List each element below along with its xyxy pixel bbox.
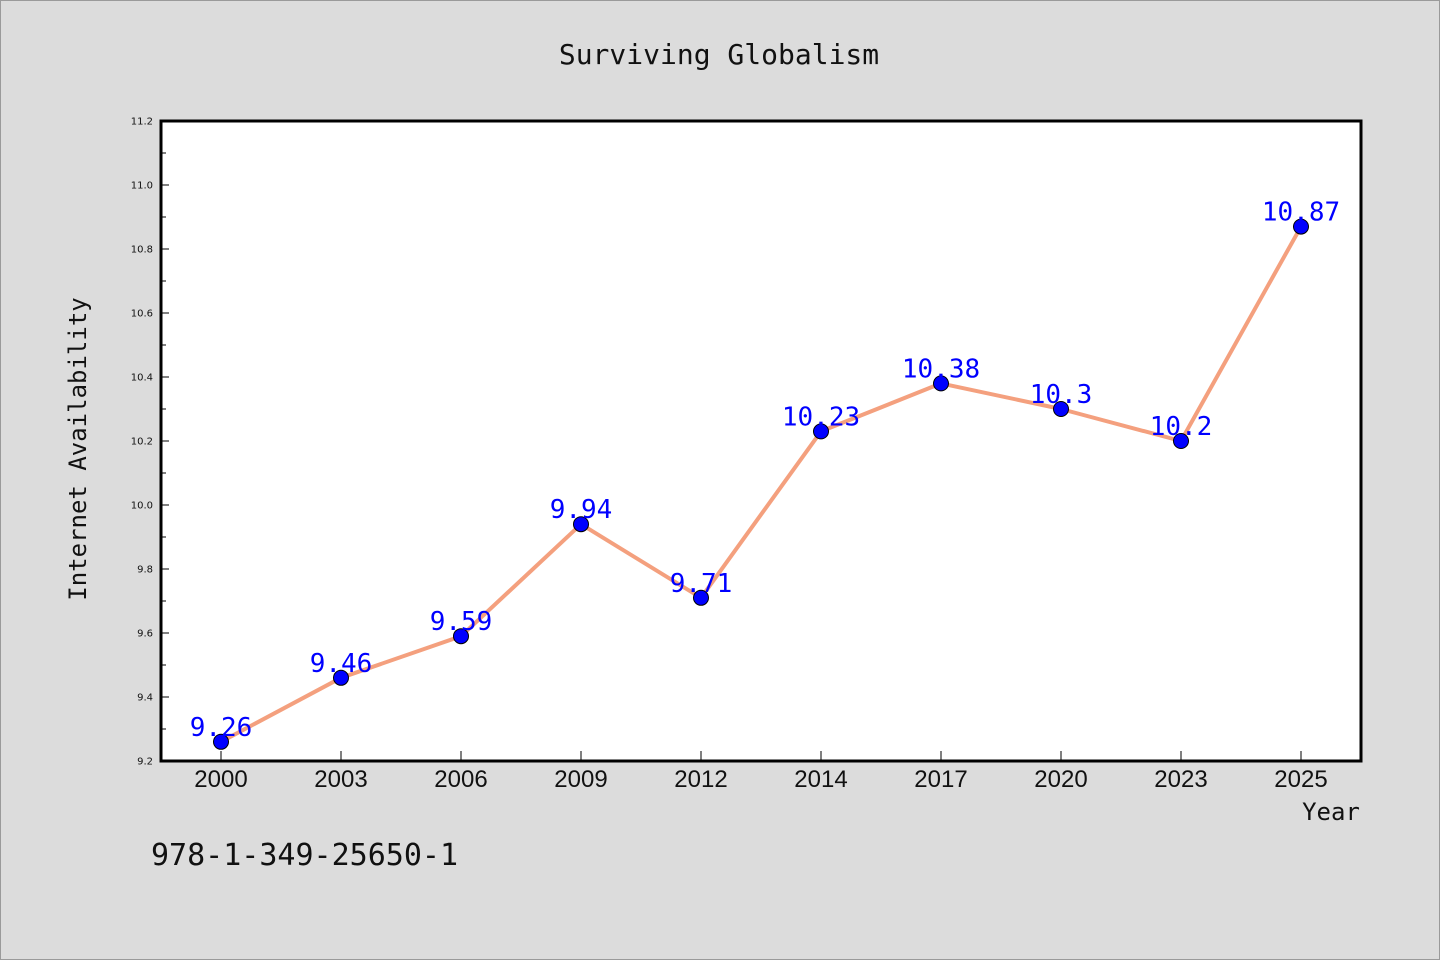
data-point-marker xyxy=(813,423,829,440)
chart-title: Surviving Globalism xyxy=(559,38,879,71)
series-line xyxy=(219,224,1303,744)
x-tick-label: 2012 xyxy=(674,766,727,793)
y-tick-label: 10.0 xyxy=(131,501,153,512)
y-tick-label: 9.8 xyxy=(137,565,153,576)
x-tick-label: 2000 xyxy=(194,766,247,793)
y-tick-label: 10.8 xyxy=(131,245,153,256)
data-point-marker xyxy=(933,375,949,392)
y-tick-label: 9.4 xyxy=(137,693,153,704)
data-label: 9.94 xyxy=(550,495,613,525)
x-axis-title: Year xyxy=(1302,798,1360,826)
data-label: 9.71 xyxy=(670,569,733,599)
data-label: 10.2 xyxy=(1150,412,1213,442)
data-label: 10.87 xyxy=(1262,198,1340,228)
data-point-marker xyxy=(1053,401,1069,417)
y-tick-label: 9.6 xyxy=(137,629,153,640)
data-point-marker xyxy=(693,589,709,606)
x-tick-label: 2014 xyxy=(794,766,847,793)
data-label: 10.3 xyxy=(1030,380,1093,410)
x-tick-label: 2023 xyxy=(1154,766,1207,793)
x-tick-label: 2009 xyxy=(554,766,607,793)
plot-frame xyxy=(159,119,1363,763)
x-axis-ticks: 2000 2003 2006 2009 2012 2014 2017 2020 2023 2025 xyxy=(194,751,1328,793)
data-labels: 9.26 9.46 9.59 9.94 9.71 10.23 10.38 10.3 10.2 10… xyxy=(190,198,1340,743)
data-label: 9.46 xyxy=(310,649,373,679)
y-tick-label: 10.6 xyxy=(131,309,153,320)
data-point-marker xyxy=(1293,218,1309,235)
data-point-marker xyxy=(1173,433,1189,449)
y-tick-label: 11.2 xyxy=(131,117,153,128)
plot-area xyxy=(161,121,1361,761)
y-tick-label: 10.4 xyxy=(131,373,153,384)
x-tick-label: 2006 xyxy=(434,766,487,793)
x-tick-label: 2025 xyxy=(1274,766,1327,793)
data-point-marker xyxy=(573,516,589,533)
isbn-text: 978-1-349-25650-1 xyxy=(151,838,458,873)
data-label: 9.26 xyxy=(190,713,253,743)
data-series xyxy=(213,218,1309,750)
y-tick-label: 9.2 xyxy=(137,757,153,768)
y-axis-title: Internet Availability xyxy=(64,297,92,600)
x-tick-label: 2017 xyxy=(914,766,967,793)
y-tick-label: 10.2 xyxy=(131,437,153,448)
y-tick-label: 11.0 xyxy=(131,181,153,192)
x-tick-label: 2020 xyxy=(1034,766,1087,793)
data-label: 9.59 xyxy=(430,607,493,637)
data-label: 10.38 xyxy=(902,354,980,384)
data-point-marker xyxy=(453,628,469,645)
x-tick-label: 2003 xyxy=(314,766,367,793)
data-label: 10.23 xyxy=(782,402,860,432)
data-point-marker xyxy=(213,733,229,750)
data-point-marker xyxy=(333,669,349,686)
